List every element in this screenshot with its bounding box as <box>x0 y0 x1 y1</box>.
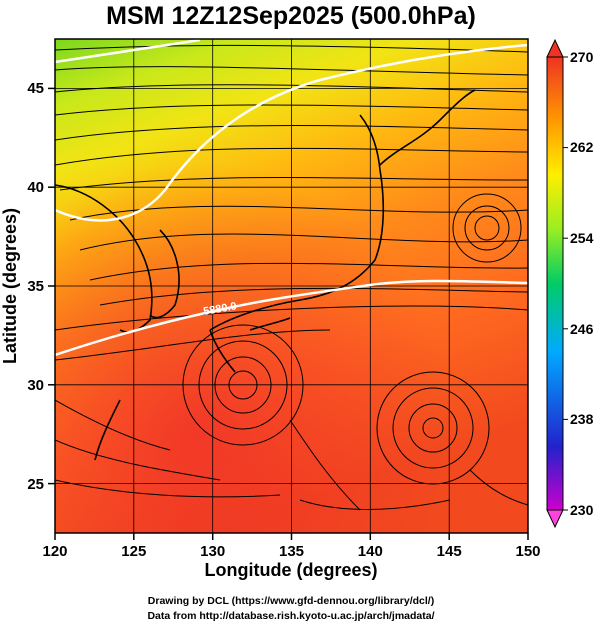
x-tick-label: 130 <box>200 543 225 560</box>
y-tick-label: 40 <box>27 179 44 196</box>
x-tick-labels: 120 125 130 135 140 145 150 <box>42 543 540 560</box>
y-axis-label: Latitude (degrees) <box>0 208 20 364</box>
colorbar-tick-label: 254 <box>570 230 594 246</box>
height-contours <box>55 39 528 357</box>
colorbar-tick-label: 238 <box>570 411 594 427</box>
y-tick-label: 25 <box>27 476 44 493</box>
x-tick-label: 140 <box>358 543 383 560</box>
colorbar-gradient <box>546 56 564 511</box>
colorbar-top-cap <box>546 38 564 58</box>
x-tick-label: 135 <box>279 543 304 560</box>
wind-streamlines <box>55 44 528 511</box>
map-plot: 5880.0 <box>55 39 528 533</box>
colorbar-bottom-cap <box>546 509 564 529</box>
y-tick-labels: 25 30 35 40 45 <box>27 80 44 493</box>
y-tick-label: 45 <box>27 80 44 97</box>
x-axis-label: Longitude (degrees) <box>204 560 377 580</box>
credit-drawing: Drawing by DCL (https://www.gfd-dennou.o… <box>148 595 434 607</box>
x-tick-label: 120 <box>42 543 67 560</box>
y-tick-label: 30 <box>27 377 44 394</box>
contour-label: 5880.0 <box>202 300 237 318</box>
tick-marks <box>48 87 529 540</box>
colorbar: 270 262 254 246 238 230 <box>546 38 594 529</box>
colorbar-tick-label: 270 <box>570 49 594 65</box>
colorbar-tick-label: 230 <box>570 502 594 518</box>
colorbar-tick-label: 262 <box>570 139 594 155</box>
credit-data: Data from http://database.rish.kyoto-u.a… <box>147 610 434 622</box>
chart-title: MSM 12Z12Sep2025 (500.0hPa) <box>106 2 476 30</box>
coastlines <box>55 89 476 461</box>
colorbar-tick-label: 246 <box>570 321 594 337</box>
x-tick-label: 125 <box>121 543 146 560</box>
x-tick-label: 145 <box>437 543 462 560</box>
y-tick-label: 35 <box>27 278 44 295</box>
x-tick-label: 150 <box>515 543 540 560</box>
